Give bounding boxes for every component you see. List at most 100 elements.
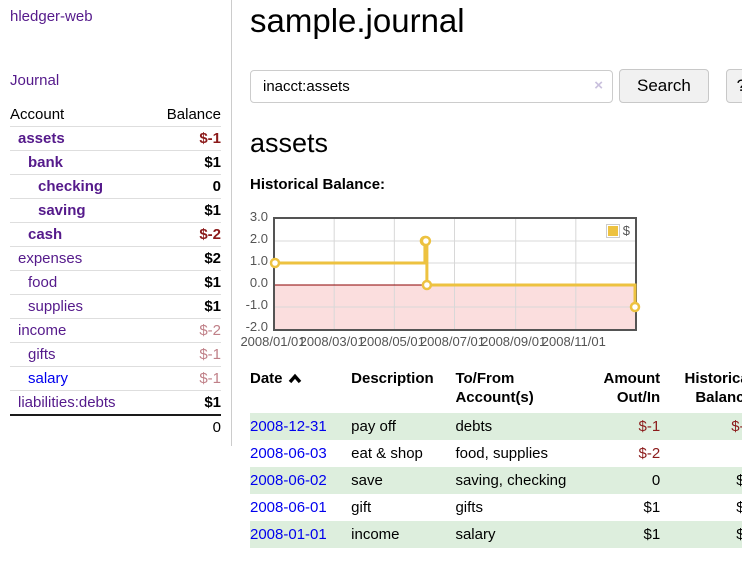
account-balance: $1	[149, 150, 221, 175]
account-link[interactable]: saving	[38, 202, 86, 219]
transaction-balance: $2	[736, 499, 742, 516]
account-row: assets $-1	[10, 126, 221, 151]
register-row[interactable]: 2008-06-01 gift gifts $1 $2	[250, 494, 742, 521]
accounts-total-value: 0	[149, 414, 221, 439]
help-button[interactable]: ?	[725, 69, 742, 103]
account-link[interactable]: cash	[28, 226, 63, 243]
accounts-header-account: Account	[10, 103, 150, 127]
x-axis-tick-label: 2008/07/01	[419, 334, 486, 349]
account-balance: $-2	[149, 222, 221, 247]
transaction-balance: $1	[736, 526, 742, 543]
account-link[interactable]: expenses	[18, 250, 83, 267]
account-row: food $1	[10, 270, 221, 295]
search-input[interactable]	[250, 69, 613, 103]
x-axis-tick-label: 2008/11/01	[541, 334, 606, 349]
register-header-balance: Historical Balance	[684, 370, 742, 406]
account-heading: assets	[250, 128, 329, 158]
y-axis-tick-label: 0.0	[249, 275, 268, 290]
transaction-accounts: saving, checking	[455, 472, 567, 489]
chart-title: Historical Balance:	[250, 176, 386, 193]
account-row: bank $1	[10, 150, 221, 175]
clear-search-icon[interactable]: ×	[594, 76, 603, 94]
main-content: sample.journal × Search ? assets Histori…	[232, 0, 742, 548]
data-point-marker[interactable]	[269, 257, 281, 269]
chart-canvas	[269, 219, 641, 329]
accounts-header-balance: Balance	[149, 103, 221, 127]
transaction-amount: $-1	[638, 418, 661, 435]
search-input-wrap: ×	[250, 69, 613, 103]
transaction-accounts: food, supplies	[455, 445, 549, 462]
account-balance: $-2	[149, 318, 221, 343]
sort-ascending-icon	[288, 373, 301, 384]
register-header-description: Description	[351, 370, 434, 387]
account-link[interactable]: food	[28, 274, 58, 291]
transaction-date-link[interactable]: 2008-06-01	[250, 499, 327, 516]
data-point-marker[interactable]	[629, 301, 641, 313]
data-point-marker[interactable]	[421, 279, 433, 291]
y-axis-tick-label: -2.0	[245, 319, 268, 334]
page: hledger-web Journal Account Balance asse…	[10, 0, 742, 548]
transaction-description: eat & shop	[351, 445, 423, 462]
page-title: sample.journal	[250, 2, 465, 39]
account-row: liabilities:debts $1	[10, 390, 221, 416]
transaction-balance: $-1	[731, 418, 742, 435]
search-button[interactable]: Search	[619, 69, 709, 103]
account-link[interactable]: liabilities:debts	[18, 394, 116, 411]
account-balance: 0	[149, 174, 221, 199]
transaction-description: income	[351, 526, 400, 543]
account-row: saving $1	[10, 198, 221, 223]
transaction-date-link[interactable]: 2008-06-02	[250, 472, 327, 489]
account-row: salary $-1	[10, 366, 221, 391]
register-row[interactable]: 2008-06-02 save saving, checking 0 $2	[250, 467, 742, 494]
account-row: expenses $2	[10, 246, 221, 271]
transaction-balance: $2	[736, 472, 742, 489]
y-axis-tick-label: 2.0	[249, 231, 268, 246]
transaction-description: pay off	[351, 418, 396, 435]
historical-balance-chart: $ 3.0 2.0 1.0 0.0 -1.0 -2.0 2008/01/01 2008/03/…	[240, 209, 742, 353]
search-form: × Search ?	[250, 69, 742, 103]
transaction-date-link[interactable]: 2008-06-03	[250, 445, 327, 462]
transaction-date-link[interactable]: 2008-01-01	[250, 526, 327, 543]
app-title-link[interactable]: hledger-web	[10, 8, 93, 25]
transaction-amount: $-2	[638, 445, 661, 462]
account-link[interactable]: assets	[18, 130, 65, 147]
account-link[interactable]: checking	[38, 178, 104, 195]
register-header-amount: Amount Out/In	[603, 370, 661, 406]
y-axis-tick-label: 1.0	[249, 253, 268, 268]
transaction-amount: 0	[651, 472, 661, 489]
account-balance: $2	[149, 246, 221, 271]
x-axis-tick-label: 2008/01/01	[240, 334, 306, 349]
transaction-date-link[interactable]: 2008-12-31	[250, 418, 327, 435]
legend-label: $	[622, 223, 630, 238]
register-table: Date Description To/From Account(s) Amou…	[250, 369, 742, 548]
account-link[interactable]: gifts	[28, 346, 56, 363]
plot-area[interactable]: $	[269, 217, 641, 331]
register-row[interactable]: 2008-01-01 income salary $1 $1	[250, 521, 742, 548]
account-row: gifts $-1	[10, 342, 221, 367]
data-point-marker[interactable]	[420, 235, 432, 247]
account-row: checking 0	[10, 174, 221, 199]
transaction-balance: 0	[668, 440, 742, 467]
register-row[interactable]: 2008-12-31 pay off debts $-1 $-1	[250, 413, 742, 440]
account-row: cash $-2	[10, 222, 221, 247]
account-balance: $1	[149, 198, 221, 223]
account-link[interactable]: supplies	[28, 298, 84, 315]
account-row: supplies $1	[10, 294, 221, 319]
register-header-date[interactable]: Date	[250, 369, 351, 413]
register-header-row: Date Description To/From Account(s) Amou…	[250, 369, 742, 413]
register-header-accounts: To/From Account(s)	[455, 370, 534, 406]
transaction-accounts: salary	[455, 526, 496, 543]
account-balance: $1	[149, 390, 221, 416]
sidebar-item-journal[interactable]: Journal	[10, 72, 60, 89]
accounts-table-header: Account Balance	[10, 103, 221, 127]
account-balance: $1	[149, 270, 221, 295]
account-balance: $1	[149, 294, 221, 319]
account-link[interactable]: income	[18, 322, 67, 339]
register-row[interactable]: 2008-06-03 eat & shop food, supplies $-2…	[250, 440, 742, 467]
accounts-total-row: 0	[10, 414, 221, 439]
transaction-accounts: gifts	[455, 499, 483, 516]
account-link[interactable]: salary	[28, 370, 69, 387]
account-link[interactable]: bank	[28, 154, 64, 171]
account-balance: $-1	[149, 366, 221, 391]
legend-swatch-icon	[605, 223, 620, 238]
